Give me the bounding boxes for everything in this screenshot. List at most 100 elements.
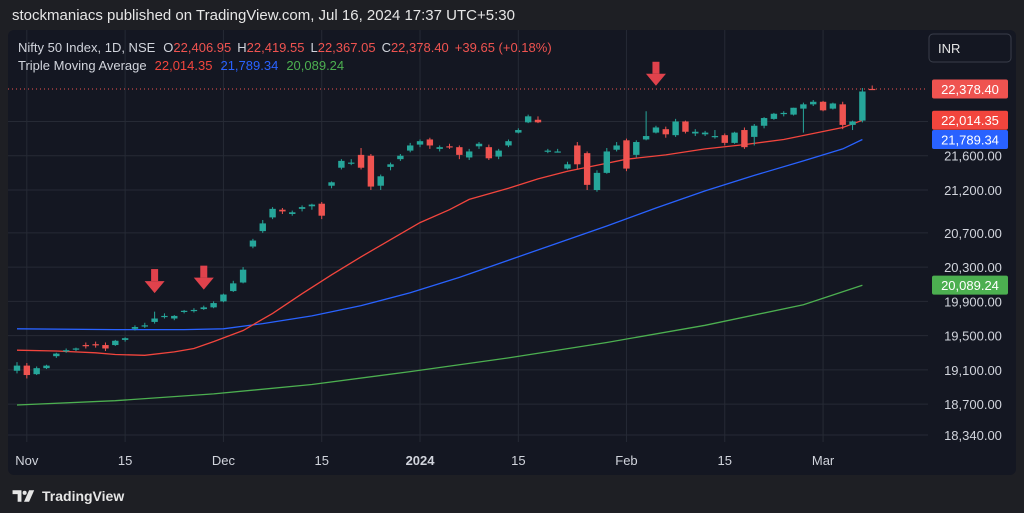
candle-body: [82, 345, 90, 347]
candle[interactable]: [672, 118, 679, 137]
candle[interactable]: [151, 311, 158, 324]
candle[interactable]: [623, 138, 630, 172]
candle[interactable]: [171, 315, 178, 321]
ma1-line: [16, 119, 863, 356]
candle[interactable]: [701, 130, 709, 137]
candle[interactable]: [298, 205, 306, 212]
candle[interactable]: [348, 159, 355, 166]
candle[interactable]: [190, 308, 198, 313]
candle[interactable]: [279, 207, 286, 214]
candle[interactable]: [859, 88, 866, 123]
candle[interactable]: [633, 140, 640, 158]
candle[interactable]: [780, 111, 787, 117]
candle[interactable]: [731, 131, 738, 144]
candle[interactable]: [692, 129, 699, 137]
candle[interactable]: [43, 364, 50, 370]
candle[interactable]: [161, 313, 168, 319]
candle[interactable]: [357, 148, 365, 170]
candle[interactable]: [289, 210, 296, 216]
candle[interactable]: [338, 159, 345, 170]
candle[interactable]: [652, 125, 660, 134]
candle[interactable]: [465, 148, 473, 161]
candle[interactable]: [72, 347, 80, 352]
candle[interactable]: [377, 174, 384, 190]
candle[interactable]: [416, 139, 424, 148]
candle-body: [171, 315, 178, 319]
candle[interactable]: [583, 151, 591, 190]
candle[interactable]: [662, 126, 669, 138]
candle[interactable]: [82, 342, 90, 349]
candle[interactable]: [790, 107, 797, 116]
candle[interactable]: [92, 341, 99, 348]
candle[interactable]: [810, 100, 817, 107]
candle[interactable]: [524, 114, 532, 124]
candle[interactable]: [515, 128, 522, 134]
candle[interactable]: [475, 142, 483, 149]
candle[interactable]: [121, 337, 129, 342]
candle[interactable]: [849, 120, 856, 131]
candle[interactable]: [259, 219, 266, 233]
candle[interactable]: [642, 111, 650, 141]
currency-button-bg: [928, 33, 1012, 63]
candle[interactable]: [839, 101, 846, 130]
currency-button[interactable]: INR: [928, 33, 1012, 63]
candle[interactable]: [200, 305, 207, 310]
candle[interactable]: [544, 148, 552, 154]
candle[interactable]: [102, 342, 109, 352]
candle[interactable]: [819, 100, 827, 112]
candle[interactable]: [112, 339, 119, 346]
candle[interactable]: [682, 120, 689, 134]
candle[interactable]: [367, 154, 375, 190]
candle[interactable]: [564, 161, 571, 170]
candle[interactable]: [141, 322, 148, 328]
candle[interactable]: [829, 102, 837, 110]
candle[interactable]: [239, 267, 247, 284]
candle[interactable]: [131, 325, 139, 331]
candle[interactable]: [770, 112, 778, 120]
candle[interactable]: [760, 117, 768, 129]
candle[interactable]: [426, 137, 434, 149]
candle-body: [446, 146, 453, 148]
candle[interactable]: [13, 362, 21, 374]
candle[interactable]: [741, 127, 748, 149]
candle[interactable]: [180, 309, 188, 314]
chart-panel[interactable]: 22,000.0021,600.0021,200.0020,700.0020,3…: [8, 30, 1016, 475]
candle[interactable]: [505, 139, 512, 148]
candle[interactable]: [23, 363, 31, 379]
candle[interactable]: [446, 143, 453, 149]
candle[interactable]: [456, 145, 463, 160]
candle[interactable]: [249, 238, 257, 249]
tradingview-logo[interactable]: TradingView: [12, 488, 124, 504]
candle[interactable]: [397, 154, 404, 161]
candle[interactable]: [230, 280, 237, 292]
candle[interactable]: [62, 348, 70, 353]
candle[interactable]: [800, 102, 807, 133]
candle[interactable]: [318, 201, 325, 220]
candle[interactable]: [220, 293, 227, 303]
candle[interactable]: [613, 142, 620, 152]
candle[interactable]: [485, 144, 493, 161]
candle[interactable]: [387, 162, 394, 171]
candle[interactable]: [407, 142, 414, 153]
candle[interactable]: [534, 116, 542, 124]
indicator-legend[interactable]: Triple Moving Average 22,014.35 21,789.34 2…: [18, 58, 344, 73]
ma2-value: 21,789.34: [220, 58, 278, 73]
candle[interactable]: [593, 170, 601, 192]
candle[interactable]: [603, 148, 610, 174]
candle[interactable]: [328, 181, 335, 189]
candle-body: [92, 344, 99, 346]
candle[interactable]: [495, 148, 502, 160]
candle[interactable]: [721, 133, 728, 146]
candle[interactable]: [269, 207, 276, 220]
candle[interactable]: [574, 142, 581, 170]
candle[interactable]: [436, 145, 443, 152]
candle[interactable]: [869, 85, 876, 91]
candle[interactable]: [308, 203, 316, 210]
price-chart[interactable]: 22,000.0021,600.0021,200.0020,700.0020,3…: [8, 30, 1016, 475]
candle[interactable]: [33, 366, 40, 376]
candle[interactable]: [711, 130, 719, 139]
candle[interactable]: [53, 352, 60, 358]
candle[interactable]: [554, 148, 561, 153]
candle[interactable]: [210, 301, 217, 309]
candle[interactable]: [751, 124, 758, 146]
